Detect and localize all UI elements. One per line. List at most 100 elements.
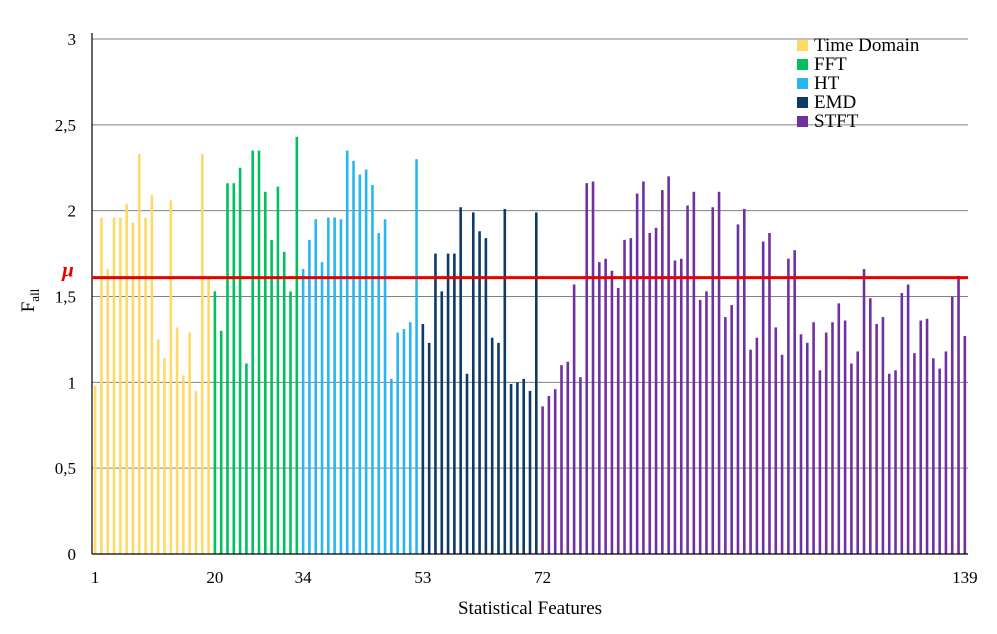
bar xyxy=(572,284,576,554)
bar xyxy=(131,222,135,554)
bar xyxy=(194,390,198,554)
bar xyxy=(843,320,847,554)
bar xyxy=(327,217,330,555)
bar xyxy=(207,277,210,554)
bar xyxy=(648,232,652,554)
bar xyxy=(459,207,462,554)
x-tick-label: 72 xyxy=(534,568,551,587)
bar xyxy=(119,217,122,555)
y-tick-label: 2,5 xyxy=(55,116,76,135)
bar xyxy=(711,207,715,554)
bar xyxy=(944,351,948,554)
bar xyxy=(698,299,702,554)
bar xyxy=(345,150,349,555)
bar xyxy=(780,354,784,554)
bar xyxy=(440,291,444,554)
bar xyxy=(251,150,255,555)
bar xyxy=(692,191,696,555)
x-axis-title: Statistical Features xyxy=(458,598,602,619)
bar xyxy=(673,260,677,554)
x-tick-label: 53 xyxy=(414,568,431,587)
x-tick-label: 139 xyxy=(952,568,978,587)
y-tick-labels: 0 0,5 1 1,5 2 2,5 3 xyxy=(55,30,76,564)
bar xyxy=(238,167,242,554)
x-tick-label: 20 xyxy=(206,568,223,587)
bar xyxy=(421,323,425,554)
bar xyxy=(553,389,557,554)
bar xyxy=(200,154,204,554)
bar xyxy=(213,291,217,554)
bar xyxy=(629,238,633,554)
bar xyxy=(774,327,778,554)
bar xyxy=(320,262,324,554)
bar xyxy=(957,275,960,554)
bar xyxy=(541,406,544,554)
legend-swatch xyxy=(797,40,808,51)
bar xyxy=(598,262,601,554)
legend-label: HT xyxy=(814,73,840,94)
bar xyxy=(793,250,796,554)
bar xyxy=(887,373,891,554)
legend-label: Time Domain xyxy=(814,35,920,56)
bar xyxy=(547,396,551,554)
bar xyxy=(950,296,954,554)
bar xyxy=(478,231,481,554)
bar xyxy=(289,291,292,554)
bar xyxy=(585,183,589,554)
bar xyxy=(295,136,299,554)
x-tick-labels: 1 20 34 53 72 139 xyxy=(91,568,978,587)
bar xyxy=(352,160,355,554)
bar xyxy=(156,339,160,554)
bar xyxy=(623,239,626,554)
legend-swatch xyxy=(797,116,808,127)
bar xyxy=(453,253,456,555)
y-tick-label: 2 xyxy=(68,202,77,221)
bar xyxy=(686,205,689,554)
bar xyxy=(566,361,570,554)
bar xyxy=(509,384,513,554)
bar xyxy=(894,370,897,554)
bar xyxy=(402,329,406,554)
bar xyxy=(137,154,141,554)
bar xyxy=(270,239,273,554)
bar xyxy=(490,337,494,554)
bar xyxy=(610,270,614,554)
bar xyxy=(667,176,670,555)
bar xyxy=(169,200,173,554)
bar xyxy=(434,253,437,555)
bar xyxy=(925,318,929,554)
bar xyxy=(919,320,923,554)
bar xyxy=(377,232,381,554)
bar xyxy=(938,368,941,554)
legend-label: STFT xyxy=(814,111,859,132)
bar xyxy=(812,322,815,554)
bar xyxy=(881,317,885,554)
bar xyxy=(358,174,362,554)
bar xyxy=(364,169,368,554)
y-axis-title: Fall xyxy=(18,288,42,312)
bar xyxy=(616,287,620,554)
bar xyxy=(112,217,116,555)
bar xyxy=(717,191,721,555)
bar xyxy=(390,378,393,554)
bar xyxy=(106,269,110,554)
bar xyxy=(730,305,733,554)
bar xyxy=(705,291,708,554)
bar xyxy=(446,253,450,555)
bar xyxy=(93,385,97,554)
bar xyxy=(635,193,639,554)
bar xyxy=(339,219,343,554)
bar xyxy=(579,377,582,554)
bar xyxy=(188,332,191,554)
bar xyxy=(282,251,286,554)
bar xyxy=(535,212,538,554)
bar xyxy=(276,186,280,554)
bar xyxy=(963,335,967,554)
bar xyxy=(125,203,128,555)
bar xyxy=(869,298,872,554)
bars xyxy=(93,136,967,555)
bar xyxy=(471,212,475,554)
bar xyxy=(736,224,740,554)
legend-swatch xyxy=(797,59,808,70)
